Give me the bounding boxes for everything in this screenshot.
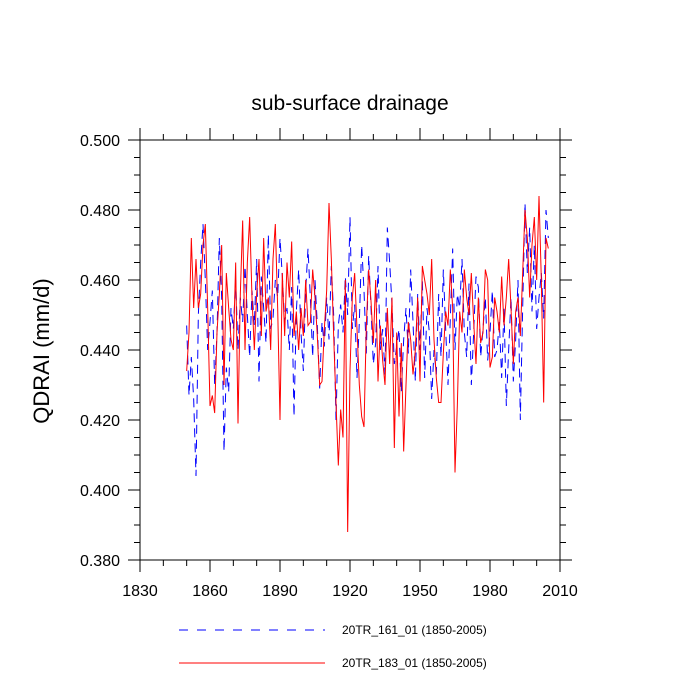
x-tick-label: 1860 — [192, 583, 228, 600]
series-line-2 — [186, 195, 549, 533]
series-line-1 — [186, 202, 549, 477]
y-axis-label: QDRAI (mm/d) — [29, 278, 54, 423]
x-tick-label: 1890 — [262, 583, 298, 600]
x-tick-label: 1920 — [332, 583, 368, 600]
x-tick-label: 1980 — [472, 583, 508, 600]
legend-label-1: 20TR_161_01 (1850-2005) — [342, 623, 487, 637]
ticks-layer: 1830 1860 1890 1920 1950 1980 2010 0.380 0.400 0.… — [80, 128, 578, 600]
series-layer — [186, 195, 549, 533]
y-tick-label: 0.500 — [80, 133, 120, 150]
y-tick-label: 0.440 — [80, 343, 120, 360]
y-tick-label: 0.400 — [80, 483, 120, 500]
x-tick-label: 1950 — [402, 583, 438, 600]
y-tick-label: 0.420 — [80, 413, 120, 430]
y-tick-label: 0.480 — [80, 203, 120, 220]
chart-title: sub-surface drainage — [251, 92, 448, 115]
plot-frame — [139, 139, 561, 561]
x-tick-label: 2010 — [542, 583, 578, 600]
y-tick-label: 0.380 — [80, 553, 120, 570]
legend-label-2: 20TR_183_01 (1850-2005) — [342, 656, 487, 670]
y-tick-label: 0.460 — [80, 273, 120, 290]
legend: 20TR_161_01 (1850-2005) 20TR_183_01 (1850… — [179, 623, 487, 670]
x-tick-label: 1830 — [122, 583, 158, 600]
